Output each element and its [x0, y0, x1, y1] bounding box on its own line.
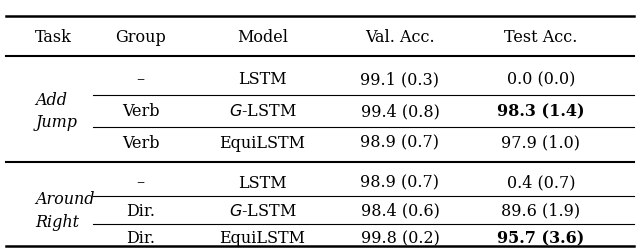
Text: Verb: Verb — [122, 134, 159, 151]
Text: Val. Acc.: Val. Acc. — [365, 28, 435, 45]
Text: 97.9 (1.0): 97.9 (1.0) — [501, 134, 580, 151]
Text: LSTM: LSTM — [238, 174, 287, 191]
Text: 95.7 (3.6): 95.7 (3.6) — [497, 230, 584, 246]
Text: Model: Model — [237, 28, 288, 45]
Text: Verb: Verb — [122, 103, 159, 120]
Text: Around
Right: Around Right — [35, 191, 95, 230]
Text: Task: Task — [35, 28, 72, 45]
Text: 98.4 (0.6): 98.4 (0.6) — [360, 202, 440, 219]
Text: 98.3 (1.4): 98.3 (1.4) — [497, 103, 584, 120]
Text: Test Acc.: Test Acc. — [504, 28, 577, 45]
Text: EquiLSTM: EquiLSTM — [220, 230, 305, 246]
Text: Add
Jump: Add Jump — [35, 92, 77, 130]
Text: $G$-LSTM: $G$-LSTM — [228, 202, 296, 219]
Text: 89.6 (1.9): 89.6 (1.9) — [501, 202, 580, 219]
Text: 0.4 (0.7): 0.4 (0.7) — [506, 174, 575, 191]
Text: LSTM: LSTM — [238, 71, 287, 88]
Text: $G$-LSTM: $G$-LSTM — [228, 103, 296, 120]
Text: 0.0 (0.0): 0.0 (0.0) — [507, 71, 575, 88]
Text: Group: Group — [115, 28, 166, 45]
Text: Dir.: Dir. — [126, 230, 156, 246]
Text: 99.1 (0.3): 99.1 (0.3) — [360, 71, 440, 88]
Text: –: – — [137, 174, 145, 191]
Text: 99.4 (0.8): 99.4 (0.8) — [360, 103, 440, 120]
Text: –: – — [137, 71, 145, 88]
Text: 98.9 (0.7): 98.9 (0.7) — [360, 134, 440, 151]
Text: Dir.: Dir. — [126, 202, 156, 219]
Text: 98.9 (0.7): 98.9 (0.7) — [360, 174, 440, 191]
Text: 99.8 (0.2): 99.8 (0.2) — [360, 230, 440, 246]
Text: EquiLSTM: EquiLSTM — [220, 134, 305, 151]
